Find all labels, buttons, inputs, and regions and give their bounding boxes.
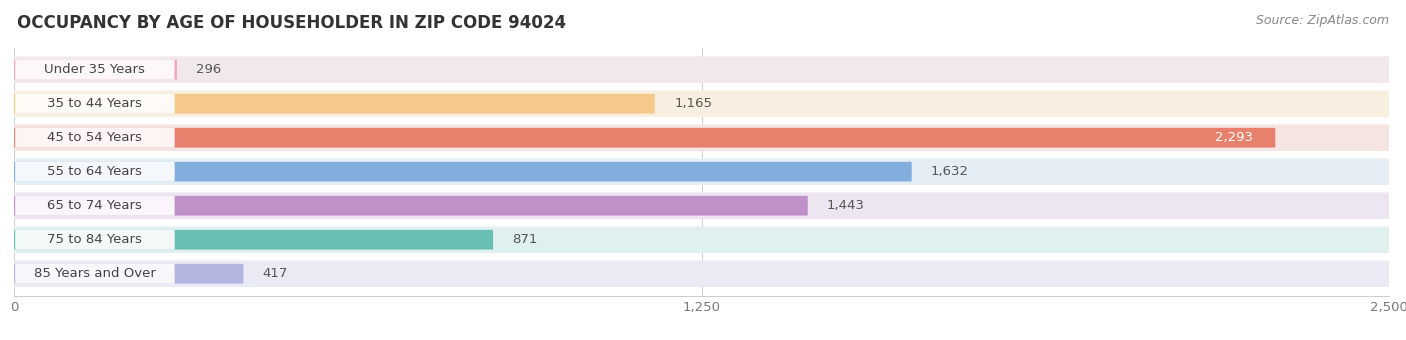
FancyBboxPatch shape (14, 94, 655, 114)
FancyBboxPatch shape (14, 56, 1389, 83)
FancyBboxPatch shape (14, 264, 243, 284)
Text: 35 to 44 Years: 35 to 44 Years (48, 97, 142, 110)
FancyBboxPatch shape (14, 192, 1389, 219)
Text: 65 to 74 Years: 65 to 74 Years (48, 199, 142, 212)
Text: Source: ZipAtlas.com: Source: ZipAtlas.com (1256, 14, 1389, 27)
Text: 1,443: 1,443 (827, 199, 865, 212)
Text: 75 to 84 Years: 75 to 84 Years (48, 233, 142, 246)
FancyBboxPatch shape (15, 60, 174, 80)
Text: 871: 871 (512, 233, 537, 246)
Text: 55 to 64 Years: 55 to 64 Years (48, 165, 142, 178)
Text: 417: 417 (263, 267, 288, 280)
Text: 1,165: 1,165 (673, 97, 711, 110)
FancyBboxPatch shape (15, 94, 174, 114)
Text: 2,293: 2,293 (1215, 131, 1253, 144)
FancyBboxPatch shape (14, 90, 1389, 117)
Text: 1,632: 1,632 (931, 165, 969, 178)
FancyBboxPatch shape (15, 196, 174, 216)
FancyBboxPatch shape (15, 128, 174, 148)
Text: 45 to 54 Years: 45 to 54 Years (48, 131, 142, 144)
Text: 85 Years and Over: 85 Years and Over (34, 267, 156, 280)
FancyBboxPatch shape (14, 260, 1389, 287)
FancyBboxPatch shape (14, 162, 911, 182)
FancyBboxPatch shape (15, 264, 174, 284)
FancyBboxPatch shape (14, 196, 808, 216)
FancyBboxPatch shape (14, 230, 494, 250)
FancyBboxPatch shape (14, 226, 1389, 253)
FancyBboxPatch shape (14, 158, 1389, 185)
FancyBboxPatch shape (14, 60, 177, 80)
FancyBboxPatch shape (14, 124, 1389, 151)
FancyBboxPatch shape (15, 162, 174, 182)
FancyBboxPatch shape (14, 128, 1275, 148)
Text: 296: 296 (195, 63, 221, 76)
Text: Under 35 Years: Under 35 Years (45, 63, 145, 76)
FancyBboxPatch shape (15, 230, 174, 250)
Text: OCCUPANCY BY AGE OF HOUSEHOLDER IN ZIP CODE 94024: OCCUPANCY BY AGE OF HOUSEHOLDER IN ZIP C… (17, 14, 567, 32)
